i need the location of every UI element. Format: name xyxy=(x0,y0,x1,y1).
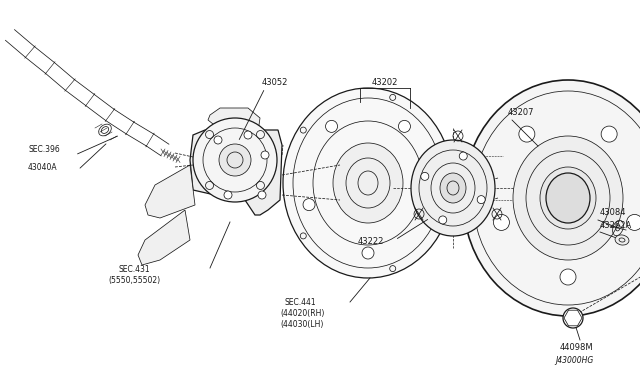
Text: (44030(LH): (44030(LH) xyxy=(280,320,323,329)
Ellipse shape xyxy=(193,118,277,202)
Text: 43207: 43207 xyxy=(508,108,534,117)
Ellipse shape xyxy=(540,167,596,229)
Ellipse shape xyxy=(477,196,485,203)
Ellipse shape xyxy=(563,308,583,328)
Ellipse shape xyxy=(362,247,374,259)
Text: 43040A: 43040A xyxy=(28,163,58,172)
Polygon shape xyxy=(208,108,260,132)
Ellipse shape xyxy=(513,136,623,260)
Ellipse shape xyxy=(411,140,495,236)
Text: 43202: 43202 xyxy=(372,78,398,87)
Text: 44098M: 44098M xyxy=(560,343,594,352)
Text: 43084: 43084 xyxy=(600,208,627,217)
Ellipse shape xyxy=(224,191,232,199)
Text: J43000HG: J43000HG xyxy=(555,356,593,365)
Text: 43262A: 43262A xyxy=(600,221,632,230)
Polygon shape xyxy=(564,310,582,326)
Polygon shape xyxy=(145,165,195,218)
Ellipse shape xyxy=(261,151,269,159)
Ellipse shape xyxy=(546,173,590,223)
Text: (5550,55502): (5550,55502) xyxy=(108,276,160,285)
Ellipse shape xyxy=(560,269,576,285)
Polygon shape xyxy=(138,210,190,265)
Ellipse shape xyxy=(421,172,429,180)
Ellipse shape xyxy=(399,121,410,132)
Ellipse shape xyxy=(219,144,251,176)
Text: SEC.431: SEC.431 xyxy=(118,265,150,274)
Ellipse shape xyxy=(333,143,403,223)
Ellipse shape xyxy=(601,126,617,142)
Ellipse shape xyxy=(440,173,466,203)
Text: SEC.441: SEC.441 xyxy=(285,298,317,307)
Text: 43052: 43052 xyxy=(262,78,289,87)
Ellipse shape xyxy=(244,131,252,139)
Ellipse shape xyxy=(519,126,535,142)
Ellipse shape xyxy=(615,235,629,245)
Polygon shape xyxy=(190,130,282,215)
Text: SEC.396: SEC.396 xyxy=(28,145,60,154)
Ellipse shape xyxy=(283,88,453,278)
Ellipse shape xyxy=(493,214,509,230)
Text: (44020(RH): (44020(RH) xyxy=(280,309,324,318)
Ellipse shape xyxy=(439,216,447,224)
Ellipse shape xyxy=(421,199,433,211)
Ellipse shape xyxy=(99,124,111,136)
Ellipse shape xyxy=(326,121,337,132)
Ellipse shape xyxy=(303,199,315,211)
Text: 43222: 43222 xyxy=(358,237,385,246)
Ellipse shape xyxy=(214,136,222,144)
Ellipse shape xyxy=(627,214,640,230)
Ellipse shape xyxy=(258,191,266,199)
Ellipse shape xyxy=(463,80,640,316)
Ellipse shape xyxy=(460,152,467,160)
